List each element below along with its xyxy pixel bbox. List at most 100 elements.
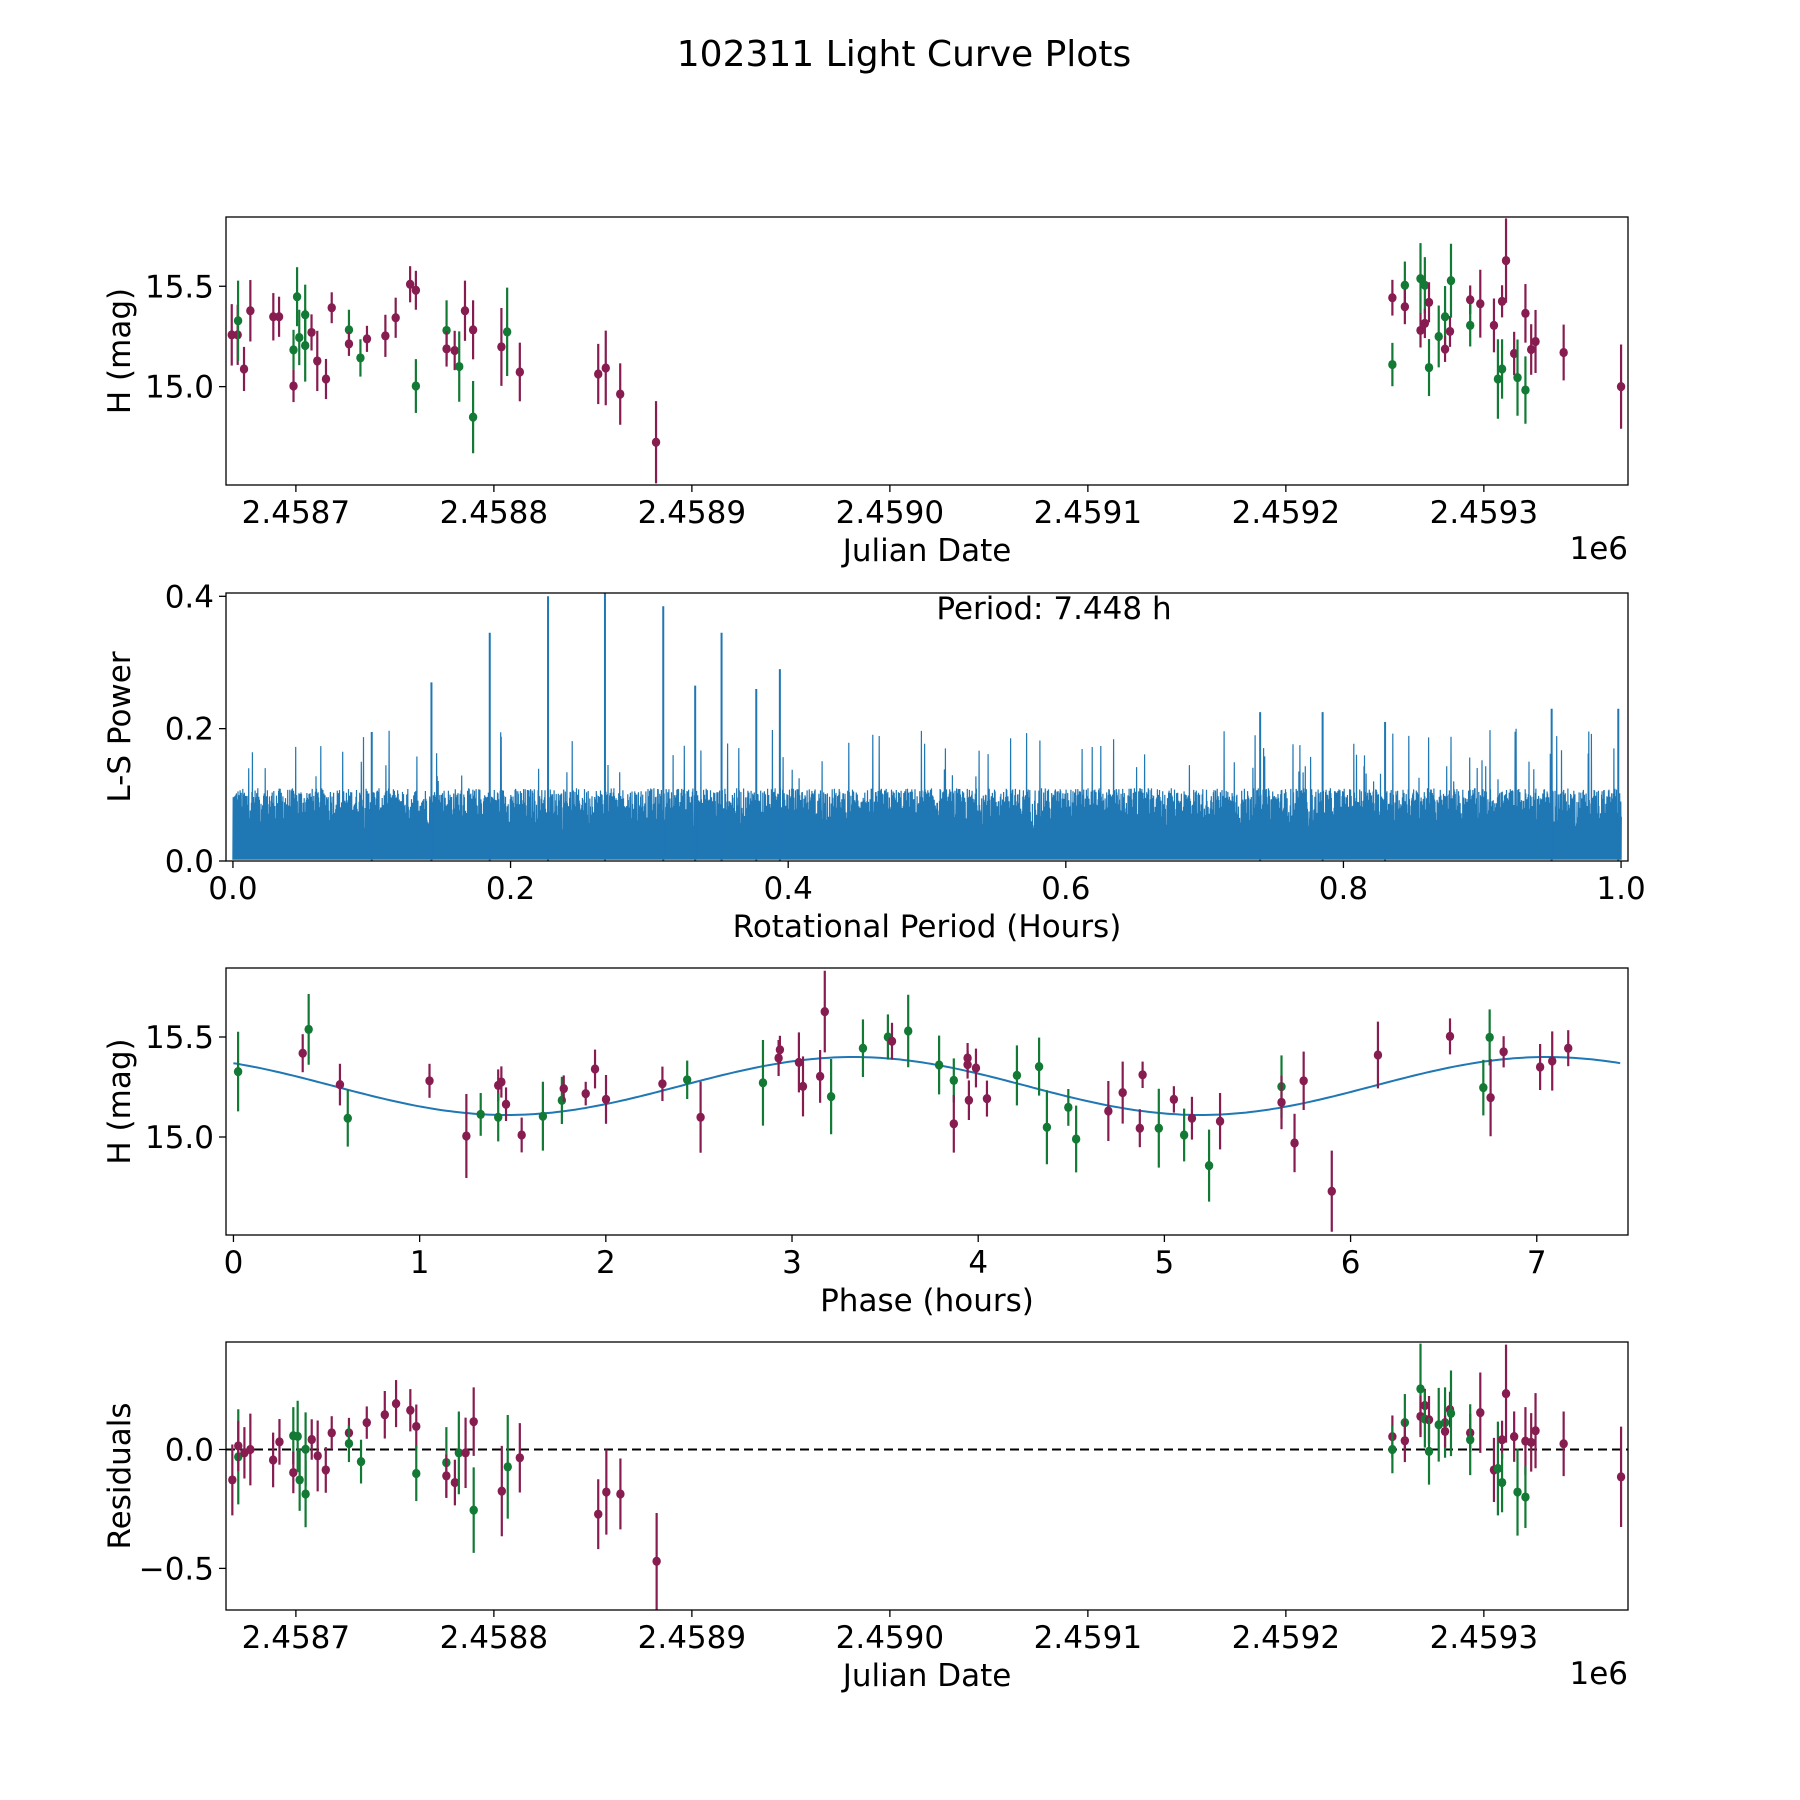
y-tick-label: 0.4 bbox=[165, 579, 214, 615]
data-marker bbox=[327, 1428, 336, 1438]
data-point bbox=[1509, 1411, 1519, 1462]
data-point bbox=[658, 1066, 667, 1101]
data-marker bbox=[344, 325, 354, 335]
data-point bbox=[476, 1093, 485, 1136]
data-marker bbox=[1299, 1076, 1308, 1086]
data-point bbox=[344, 331, 354, 356]
data-marker bbox=[292, 292, 302, 302]
data-point bbox=[1424, 282, 1434, 323]
data-marker bbox=[1489, 320, 1499, 331]
data-marker bbox=[1497, 1435, 1507, 1445]
x-tick-label: 2.4590 bbox=[836, 1620, 944, 1656]
data-marker bbox=[1445, 326, 1455, 337]
data-point bbox=[1521, 284, 1530, 343]
data-marker bbox=[275, 1437, 284, 1447]
data-point bbox=[460, 280, 470, 341]
data-marker bbox=[450, 345, 459, 356]
data-point bbox=[1535, 1044, 1545, 1090]
data-point bbox=[1440, 336, 1450, 362]
data-point bbox=[1499, 1036, 1508, 1068]
data-marker bbox=[1118, 1088, 1127, 1098]
data-point bbox=[815, 1050, 825, 1103]
data-point bbox=[601, 330, 610, 406]
data-marker bbox=[1497, 364, 1507, 374]
data-point bbox=[293, 1400, 302, 1473]
data-point bbox=[442, 331, 451, 367]
data-point bbox=[1497, 1452, 1507, 1513]
data-point bbox=[275, 1419, 284, 1465]
data-marker bbox=[594, 1509, 603, 1519]
data-point bbox=[1416, 243, 1425, 315]
x-tick-label: 0.6 bbox=[1041, 871, 1090, 907]
data-point bbox=[903, 994, 913, 1068]
y-axis-label: H (mag) bbox=[102, 288, 138, 414]
data-point bbox=[246, 280, 255, 342]
data-marker bbox=[1616, 382, 1626, 392]
data-marker bbox=[1486, 1093, 1495, 1103]
data-point bbox=[1465, 1404, 1475, 1476]
data-marker bbox=[1327, 1186, 1336, 1196]
data-point bbox=[461, 1417, 470, 1489]
data-point bbox=[601, 1075, 611, 1124]
data-marker bbox=[887, 1036, 897, 1046]
data-point bbox=[1440, 1415, 1450, 1448]
data-marker bbox=[601, 363, 610, 373]
x-tick-label: 2.4589 bbox=[638, 495, 746, 531]
y-tick-label: 0.0 bbox=[165, 844, 214, 880]
data-marker bbox=[501, 1099, 511, 1109]
data-point bbox=[1476, 269, 1485, 338]
data-marker bbox=[971, 1063, 981, 1073]
data-marker bbox=[1526, 344, 1536, 355]
data-point bbox=[1486, 1059, 1495, 1137]
data-point bbox=[682, 1060, 692, 1099]
data-marker bbox=[963, 1060, 972, 1070]
data-marker bbox=[1501, 255, 1511, 266]
data-marker bbox=[425, 1076, 434, 1086]
data-point bbox=[268, 1432, 278, 1488]
data-marker bbox=[1424, 1446, 1434, 1456]
data-marker bbox=[1485, 1032, 1494, 1042]
data-point bbox=[307, 314, 316, 351]
y-axis-label: H (mag) bbox=[102, 1038, 138, 1164]
data-marker bbox=[1416, 274, 1425, 284]
data-marker bbox=[304, 1024, 313, 1034]
data-marker bbox=[1509, 1432, 1519, 1442]
data-marker bbox=[356, 353, 365, 363]
plot-area bbox=[226, 1343, 1628, 1610]
data-marker bbox=[1373, 1050, 1383, 1060]
data-marker bbox=[1499, 1047, 1508, 1057]
data-marker bbox=[362, 1418, 371, 1428]
x-offset-label: 1e6 bbox=[1569, 531, 1628, 567]
data-point bbox=[1034, 1037, 1044, 1096]
data-marker bbox=[1513, 1487, 1522, 1497]
data-marker bbox=[497, 1077, 506, 1087]
data-point bbox=[1215, 1093, 1225, 1150]
data-point bbox=[538, 1081, 548, 1151]
x-tick-label: 2.4590 bbox=[836, 495, 944, 531]
data-point bbox=[1531, 309, 1540, 373]
data-point bbox=[1169, 1086, 1179, 1113]
data-marker bbox=[307, 327, 316, 338]
data-marker bbox=[228, 1475, 237, 1485]
data-point bbox=[949, 1095, 959, 1153]
x-tick-label: 0.2 bbox=[486, 871, 535, 907]
data-marker bbox=[1493, 1463, 1503, 1474]
data-marker bbox=[1476, 299, 1485, 309]
data-marker bbox=[1509, 348, 1519, 359]
data-point bbox=[292, 267, 302, 327]
data-marker bbox=[1531, 336, 1540, 347]
data-marker bbox=[468, 325, 478, 335]
data-point bbox=[1493, 339, 1503, 419]
period-annotation: Period: 7.448 h bbox=[936, 591, 1171, 627]
data-marker bbox=[1513, 372, 1522, 383]
x-tick-label: 6 bbox=[1341, 1245, 1361, 1281]
data-marker bbox=[1071, 1134, 1081, 1144]
data-marker bbox=[321, 374, 331, 384]
data-marker bbox=[274, 312, 284, 322]
data-point bbox=[964, 1080, 974, 1120]
data-marker bbox=[1424, 297, 1434, 307]
data-point bbox=[1434, 1387, 1443, 1462]
data-marker bbox=[411, 381, 421, 391]
data-point bbox=[1420, 257, 1430, 314]
data-point bbox=[406, 1389, 415, 1432]
